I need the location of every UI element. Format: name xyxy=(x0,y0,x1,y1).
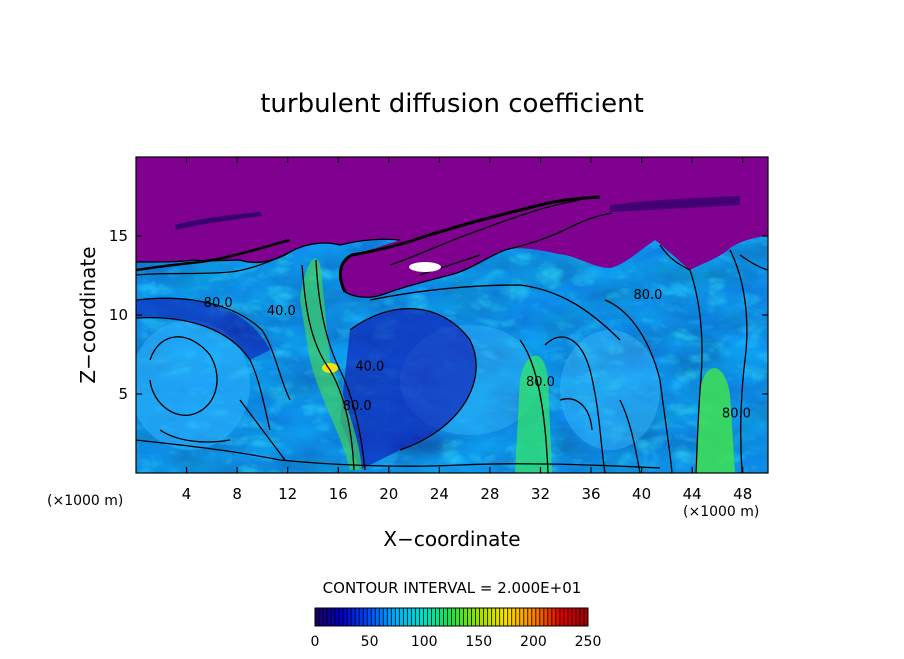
colorbar-ticks: 0 50 100 150 200 250 xyxy=(311,634,602,650)
x-unit-right: (×1000 m) xyxy=(683,504,759,520)
colorbar-stripes xyxy=(318,608,585,626)
x-tick-label: 36 xyxy=(581,485,600,503)
x-tick-label: 28 xyxy=(480,485,499,503)
x-tick-label: 20 xyxy=(379,485,398,503)
contour-label: 80.0 xyxy=(633,288,662,303)
contour-label: 40.0 xyxy=(355,359,384,374)
contour-interval-label: CONTOUR INTERVAL = 2.000E+01 xyxy=(323,579,582,597)
green-plume-32 xyxy=(515,355,552,473)
x-axis-ticks: 4 8 12 16 20 24 28 32 36 40 44 48 xyxy=(182,157,752,503)
contour-label: 80.0 xyxy=(722,407,751,422)
x-tick-label: 12 xyxy=(278,485,297,503)
x-unit-left: (×1000 m) xyxy=(47,493,123,509)
contour-label: 80.0 xyxy=(204,296,233,311)
y-axis-label: Z−coordinate xyxy=(76,246,100,383)
x-tick-label: 48 xyxy=(733,485,752,503)
contour-label: 80.0 xyxy=(343,399,372,414)
contour-labels: 80.0 40.0 40.0 80.0 80.0 80.0 80.0 xyxy=(204,288,751,422)
x-tick-label: 40 xyxy=(632,485,651,503)
x-axis-label: X−coordinate xyxy=(383,527,520,551)
contour-label: 40.0 xyxy=(267,304,296,319)
colorbar-tick-label: 0 xyxy=(311,634,320,650)
colorbar-tick-label: 100 xyxy=(411,634,438,650)
interface-thick-contour xyxy=(338,195,601,293)
white-spot xyxy=(409,262,441,272)
colorbar-tick-label: 150 xyxy=(465,634,492,650)
x-tick-label: 24 xyxy=(430,485,449,503)
x-tick-label: 8 xyxy=(232,485,242,503)
x-tick-label: 4 xyxy=(182,485,192,503)
colorbar-tick-label: 250 xyxy=(575,634,602,650)
colorbar-tick-label: 50 xyxy=(361,634,379,650)
x-tick-label: 16 xyxy=(329,485,348,503)
interface-thick-contour-2 xyxy=(136,238,291,272)
eddy-right xyxy=(560,330,660,450)
x-tick-label: 32 xyxy=(531,485,550,503)
y-tick-label: 5 xyxy=(118,385,128,403)
chart-title: turbulent diffusion coefficient xyxy=(260,89,644,119)
y-tick-label: 10 xyxy=(109,306,128,324)
x-tick-label: 44 xyxy=(683,485,702,503)
dark-streak-top xyxy=(175,212,262,230)
contour-lines xyxy=(136,199,768,473)
high-value-spot xyxy=(322,363,338,373)
y-axis-ticks: 5 10 15 xyxy=(109,227,768,403)
purple-patch-right xyxy=(610,196,740,212)
y-tick-label: 15 xyxy=(109,227,128,245)
colorbar-tick-label: 200 xyxy=(520,634,547,650)
colorbar: 0 50 100 150 200 250 xyxy=(311,607,602,650)
eddy-left xyxy=(136,320,250,450)
dark-band-center xyxy=(340,308,477,470)
plot-area: 80.0 40.0 40.0 80.0 80.0 80.0 80.0 xyxy=(136,157,768,473)
green-plume-46 xyxy=(695,368,735,473)
contour-label: 80.0 xyxy=(526,375,555,390)
